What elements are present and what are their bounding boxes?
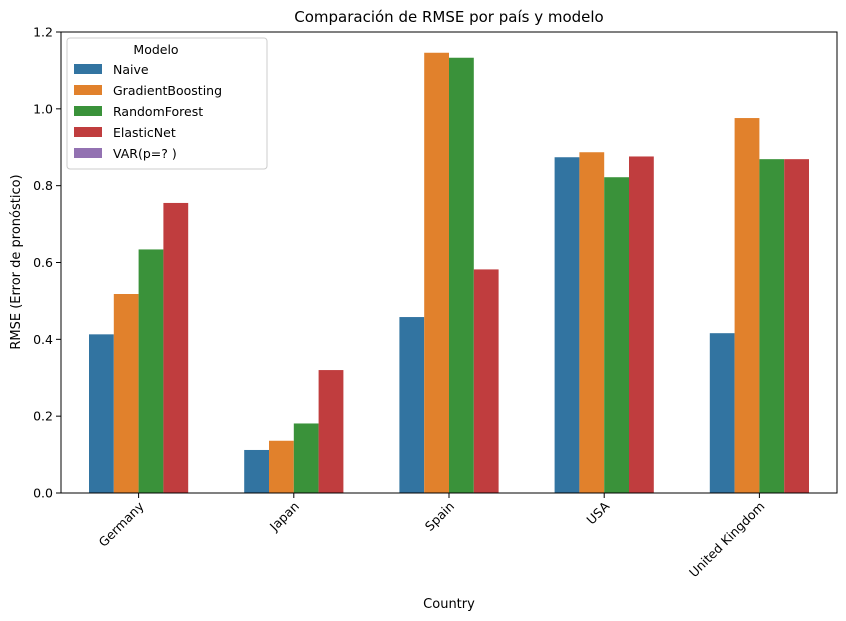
bar-gradientboosting-usa: [579, 152, 605, 494]
legend-swatch: [74, 127, 102, 137]
legend-swatch: [74, 64, 102, 74]
legend-entry: GradientBoosting: [113, 83, 222, 98]
y-tick-label: 0.0: [33, 486, 53, 501]
bar-randomforest-united-kingdom: [759, 159, 785, 493]
bar-naive-spain: [399, 317, 425, 493]
bar-gradientboosting-united-kingdom: [734, 118, 760, 494]
bar-randomforest-usa: [604, 177, 629, 493]
y-tick-label: 1.2: [33, 25, 53, 40]
x-tick-label: Japan: [266, 499, 302, 535]
chart-title: Comparación de RMSE por país y modelo: [294, 8, 603, 26]
legend-swatch: [74, 148, 102, 158]
legend-entry: RandomForest: [113, 104, 203, 119]
legend-entry: Naive: [113, 62, 149, 77]
plot-frame: [60, 31, 838, 494]
y-tick-label: 1.0: [33, 101, 53, 116]
y-axis: 0.0 0.2 0.4 0.6 0.8 1.0 1.2: [33, 25, 61, 501]
bar-naive-united-kingdom: [709, 333, 735, 493]
x-tick-label: United Kingdom: [686, 499, 768, 581]
legend-swatch: [74, 106, 102, 116]
legend-box: [66, 37, 268, 170]
bar-naive-germany: [89, 334, 114, 493]
bar-gradientboosting-japan: [269, 440, 294, 493]
bar-naive-usa: [554, 157, 580, 494]
bar-randomforest-japan: [293, 423, 319, 493]
x-tick-label: Spain: [422, 499, 457, 534]
bar-randomforest-spain: [449, 57, 474, 494]
y-tick-label: 0.2: [33, 409, 53, 424]
x-axis: Germany Japan Spain USA United Kingdom: [95, 493, 768, 581]
x-tick-label: USA: [583, 498, 612, 527]
bar-elasticnet-spain: [473, 269, 499, 493]
legend: Modelo Naive GradientBoosting RandomForest…: [66, 37, 268, 170]
legend-entry: ElasticNet: [113, 125, 176, 140]
bar-elasticnet-japan: [318, 370, 344, 493]
bar-gradientboosting-germany: [113, 294, 139, 493]
bar-elasticnet-germany: [163, 202, 189, 493]
x-tick-label: Germany: [95, 498, 147, 550]
bar-elasticnet-united-kingdom: [784, 159, 809, 493]
bar-naive-japan: [244, 449, 269, 493]
y-axis-label: RMSE (Error de pronóstico): [9, 174, 24, 349]
x-axis-label: Country: [423, 597, 475, 612]
bars-group: [89, 52, 809, 494]
bar-elasticnet-usa: [629, 156, 654, 493]
bar-gradientboosting-spain: [424, 52, 449, 493]
legend-entry: VAR(p=? ): [113, 146, 177, 161]
y-tick-label: 0.8: [33, 178, 53, 193]
legend-title: Modelo: [133, 42, 178, 57]
y-tick-label: 0.4: [33, 332, 53, 347]
bar-randomforest-germany: [138, 249, 164, 493]
y-tick-label: 0.6: [33, 255, 53, 270]
legend-swatch: [74, 85, 102, 95]
